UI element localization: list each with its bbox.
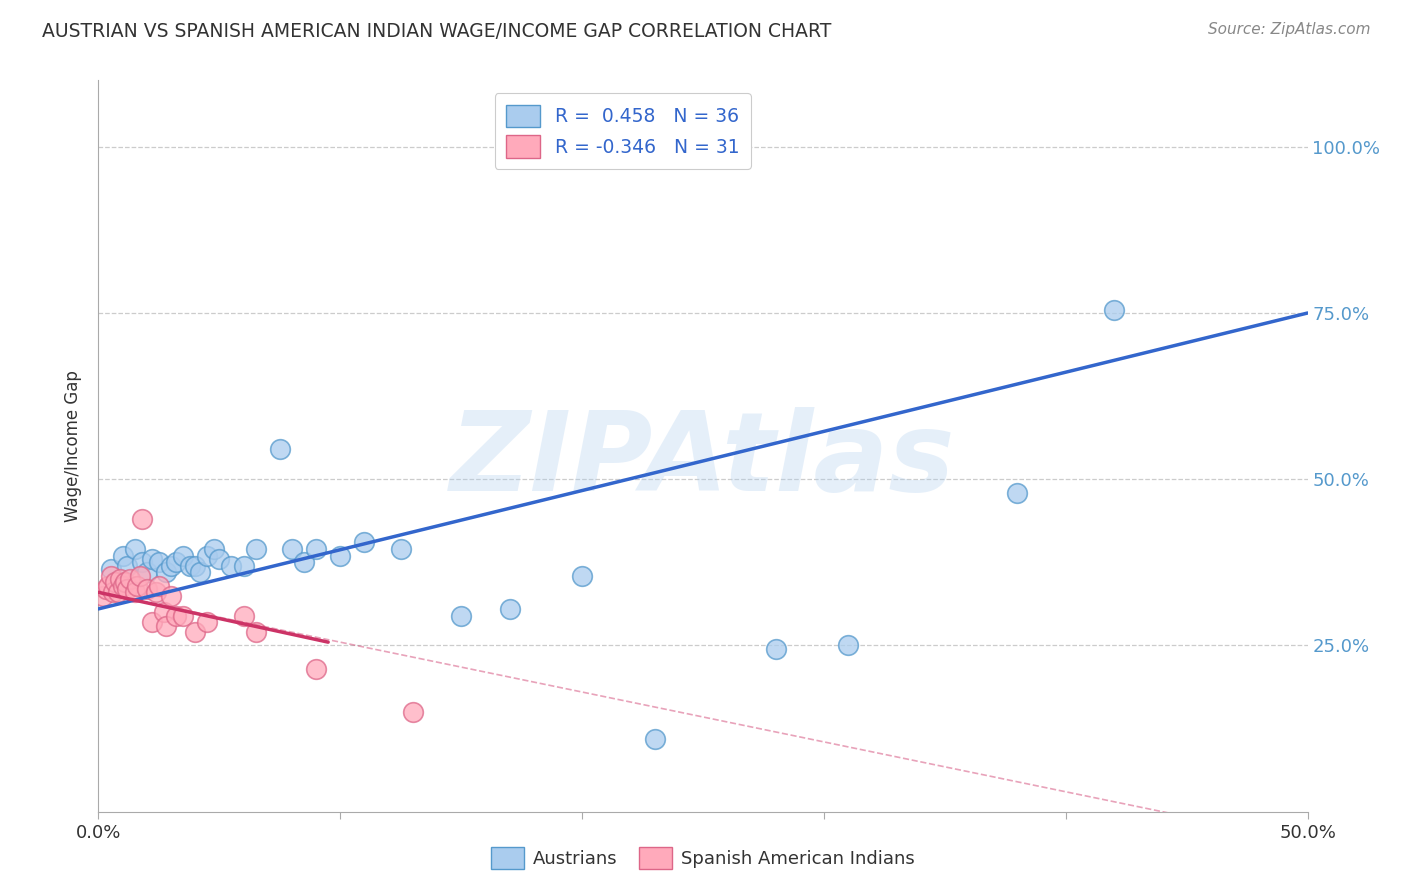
Point — [124, 542, 146, 557]
Point — [1102, 302, 1125, 317]
Point — [172, 549, 194, 563]
Point — [245, 542, 267, 557]
Point — [765, 641, 787, 656]
Point — [128, 568, 150, 582]
Point — [124, 585, 146, 599]
Point — [97, 579, 120, 593]
Point — [111, 549, 134, 563]
Text: AUSTRIAN VS SPANISH AMERICAN INDIAN WAGE/INCOME GAP CORRELATION CHART: AUSTRIAN VS SPANISH AMERICAN INDIAN WAGE… — [42, 22, 831, 41]
Point — [195, 615, 218, 630]
Point — [208, 552, 231, 566]
Point — [281, 542, 304, 557]
Point — [195, 549, 218, 563]
Point — [232, 608, 254, 623]
Point — [94, 582, 117, 596]
Point — [111, 579, 134, 593]
Point — [135, 582, 157, 596]
Point — [232, 558, 254, 573]
Text: ZIPAtlas: ZIPAtlas — [450, 407, 956, 514]
Point — [292, 555, 315, 569]
Point — [160, 558, 183, 573]
Point — [127, 579, 149, 593]
Point — [221, 558, 243, 573]
Point — [100, 562, 122, 576]
Point — [104, 575, 127, 590]
Point — [245, 625, 267, 640]
Point — [329, 549, 352, 563]
Point — [353, 535, 375, 549]
Point — [135, 566, 157, 580]
Point — [101, 585, 124, 599]
Text: Source: ZipAtlas.com: Source: ZipAtlas.com — [1208, 22, 1371, 37]
Point — [155, 618, 177, 632]
Point — [131, 555, 153, 569]
Point — [108, 572, 131, 586]
Point — [145, 585, 167, 599]
Point — [184, 558, 207, 573]
Point — [498, 602, 520, 616]
Point — [117, 582, 139, 596]
Point — [305, 542, 328, 557]
Point — [184, 625, 207, 640]
Point — [188, 566, 211, 580]
Point — [389, 542, 412, 557]
Legend: Austrians, Spanish American Indians: Austrians, Spanish American Indians — [484, 839, 922, 876]
Point — [837, 639, 859, 653]
Point — [644, 731, 666, 746]
Y-axis label: Wage/Income Gap: Wage/Income Gap — [65, 370, 83, 522]
Point — [152, 605, 174, 619]
Point — [131, 512, 153, 526]
Point — [204, 542, 226, 557]
Point — [91, 589, 114, 603]
Point — [165, 555, 187, 569]
Point — [107, 585, 129, 599]
Point — [160, 589, 183, 603]
Point — [571, 568, 593, 582]
Point — [141, 615, 163, 630]
Point — [179, 558, 201, 573]
Point — [155, 566, 177, 580]
Point — [172, 608, 194, 623]
Point — [117, 558, 139, 573]
Point — [118, 572, 141, 586]
Point — [1007, 485, 1029, 500]
Point — [141, 552, 163, 566]
Point — [305, 662, 328, 676]
Point — [402, 705, 425, 719]
Point — [450, 608, 472, 623]
Point — [114, 575, 136, 590]
Point — [148, 555, 170, 569]
Point — [269, 442, 291, 457]
Point — [100, 568, 122, 582]
Point — [148, 579, 170, 593]
Point — [165, 608, 187, 623]
